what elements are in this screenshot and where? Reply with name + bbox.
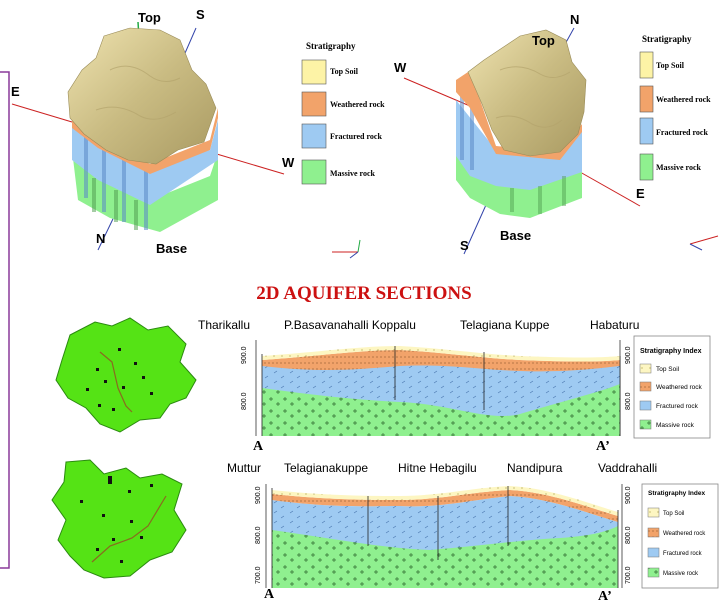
section-end-label: A	[264, 587, 275, 602]
y-tick: 900.0	[625, 486, 632, 504]
section-end-label: A	[253, 439, 264, 454]
legend-item-weathered: Weathered rock	[663, 531, 706, 537]
legend-right: Stratigraphy Top Soil Weathered rock Fra…	[639, 34, 711, 181]
legend-title: Stratigraphy Index	[640, 348, 702, 355]
axis-label-s: S	[196, 7, 205, 22]
y-tick: 800.0	[255, 526, 262, 544]
legend-item-fractured: Fractured rock	[663, 551, 703, 557]
place-label: Muttur	[227, 461, 261, 475]
section-line-1	[99, 351, 133, 413]
y-tick: 800.0	[241, 392, 248, 410]
legend-title: Stratigraphy	[306, 41, 356, 51]
well-points	[80, 476, 153, 563]
side-bracket	[0, 71, 10, 569]
y-tick: 700.0	[625, 566, 632, 584]
terrain-surface-right	[467, 29, 587, 157]
legend-item-top-soil: Top Soil	[656, 366, 680, 373]
place-label: Nandipura	[507, 461, 563, 475]
legend-item-massive: Massive rock	[656, 422, 695, 429]
aquifer-section-1: Tharikallu P.Basavanahalli Koppalu Telag…	[198, 318, 639, 454]
axis-label-e: E	[11, 84, 20, 99]
terrain-surface-left	[67, 27, 217, 165]
legend-item-top-soil: Top Soil	[656, 61, 685, 70]
legend-title: Stratigraphy	[642, 34, 692, 44]
stratigraphy-index-1: Stratigraphy Index Top Soil Weathered ro…	[633, 335, 711, 439]
legend-item-fractured: Fractured rock	[656, 128, 708, 137]
section-line-2	[91, 495, 167, 563]
place-label: P.Basavanahalli Koppalu	[284, 318, 416, 332]
axis-label-base: Base	[156, 241, 187, 256]
legend-item-weathered: Weathered rock	[656, 384, 703, 391]
axis-triad-right	[689, 235, 719, 251]
legend-left: Stratigraphy Top Soil Weathered rock Fra…	[301, 41, 385, 185]
y-tick: 700.0	[255, 566, 262, 584]
legend-item-top-soil: Top Soil	[663, 511, 684, 517]
axis-label-w: W	[394, 60, 407, 75]
axis-label-n: N	[570, 12, 579, 27]
axis-label-base: Base	[500, 228, 531, 243]
axis-label-e: E	[636, 186, 645, 201]
legend-item-massive: Massive rock	[656, 163, 702, 172]
legend-item-weathered: Weathered rock	[330, 100, 385, 109]
section-end-label: A’	[596, 439, 610, 454]
legend-item-fractured: Fractured rock	[330, 132, 382, 141]
y-tick: 800.0	[625, 526, 632, 544]
axis-label-top: Top	[532, 33, 555, 48]
place-label: Telagianakuppe	[284, 461, 368, 475]
location-map-2	[51, 459, 187, 579]
section-title: 2D AQUIFER SECTIONS	[256, 283, 471, 304]
place-label: Hitne Hebagilu	[398, 461, 477, 475]
section-end-label: A’	[598, 589, 612, 603]
y-tick: 900.0	[241, 346, 248, 364]
stratigraphy-index-2: Stratigraphy Index Top Soil Weathered ro…	[641, 483, 719, 589]
y-tick: 900.0	[625, 346, 632, 364]
legend-item-top-soil: Top Soil	[330, 67, 359, 76]
place-label: Vaddrahalli	[598, 461, 657, 475]
legend-item-massive: Massive rock	[663, 571, 699, 577]
block-diagram-right: Top N W E S Base	[394, 12, 719, 255]
place-label: Tharikallu	[198, 318, 250, 332]
place-label: Habaturu	[590, 318, 639, 332]
location-map-1	[55, 317, 197, 433]
block-diagram-left: Top S E W N Base	[11, 7, 361, 259]
legend-item-fractured: Fractured rock	[656, 403, 699, 410]
y-tick: 800.0	[625, 392, 632, 410]
axis-label-n: N	[96, 231, 105, 246]
axis-label-top: Top	[138, 10, 161, 25]
legend-title: Stratigraphy Index	[648, 490, 705, 497]
aquifer-section-2: Muttur Telagianakuppe Hitne Hebagilu Nan…	[227, 461, 657, 604]
place-label: Telagiana Kuppe	[460, 318, 550, 332]
y-tick: 900.0	[255, 486, 262, 504]
legend-item-massive: Massive rock	[330, 169, 376, 178]
axis-label-s: S	[460, 238, 469, 253]
axis-triad-left	[332, 239, 361, 259]
legend-item-weathered: Weathered rock	[656, 95, 711, 104]
axis-label-w: W	[282, 155, 295, 170]
well-points	[86, 348, 153, 411]
